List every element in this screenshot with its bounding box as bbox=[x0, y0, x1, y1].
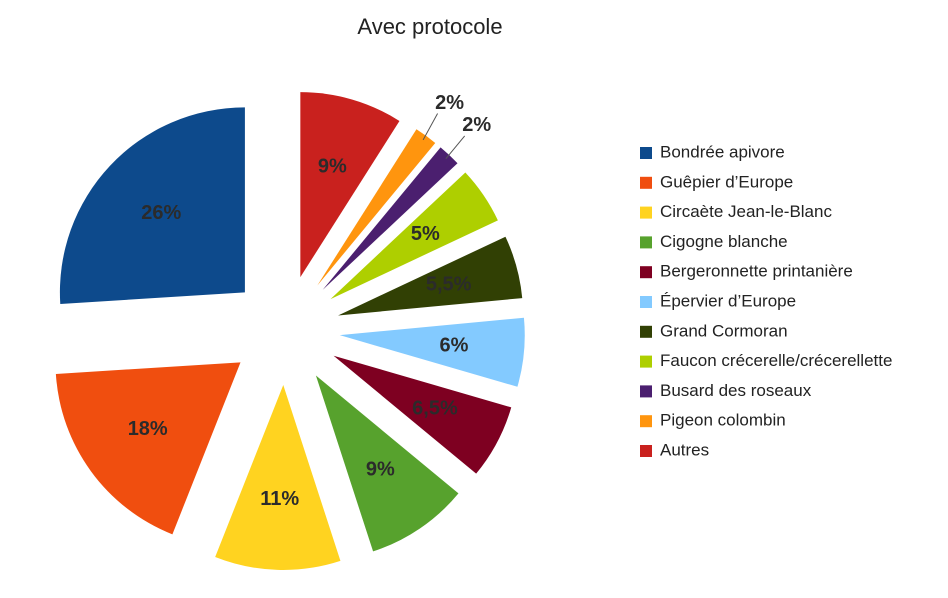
data-label: 11% bbox=[260, 488, 299, 510]
legend-label: Autres bbox=[660, 440, 709, 459]
legend-label: Circaète Jean-le-Blanc bbox=[660, 202, 832, 221]
data-label: 5% bbox=[411, 223, 440, 245]
pie-slice bbox=[317, 129, 436, 286]
pie-slice bbox=[333, 355, 512, 474]
pie-slice bbox=[59, 107, 245, 304]
pie-slice bbox=[300, 92, 400, 278]
data-label: 2% bbox=[462, 114, 491, 136]
legend-label: Cigogne blanche bbox=[660, 232, 788, 251]
legend-swatch bbox=[640, 147, 652, 159]
data-label: 9% bbox=[366, 459, 395, 481]
data-label: 2% bbox=[435, 92, 464, 114]
chart-title: Avec protocole bbox=[357, 14, 502, 39]
legend-label: Guêpier d’Europe bbox=[660, 172, 793, 191]
legend-label: Pigeon colombin bbox=[660, 411, 786, 430]
data-label: 5,5% bbox=[426, 274, 472, 296]
leader-line bbox=[422, 113, 439, 141]
legend-swatch bbox=[640, 325, 652, 338]
data-label: 18% bbox=[128, 418, 168, 440]
legend-label: Grand Cormoran bbox=[660, 321, 788, 340]
legend-swatch bbox=[640, 176, 652, 189]
legend-label: Épervier d’Europe bbox=[660, 291, 796, 310]
data-label: 6,5% bbox=[412, 398, 458, 420]
legend-swatch bbox=[640, 445, 652, 457]
legend-swatch bbox=[640, 415, 652, 428]
data-label: 26% bbox=[141, 202, 181, 224]
pie-slice bbox=[215, 384, 341, 570]
legend-swatch bbox=[640, 296, 652, 308]
pie-slice bbox=[315, 375, 459, 552]
legend-label: Faucon crécerelle/crécerellette bbox=[660, 351, 892, 370]
legend-swatch bbox=[640, 236, 652, 249]
data-label: 6% bbox=[439, 334, 468, 356]
leader-line bbox=[445, 135, 466, 160]
legend-swatch bbox=[640, 266, 652, 279]
legend-label: Busard des roseaux bbox=[660, 381, 812, 400]
data-label: 9% bbox=[318, 155, 347, 177]
pie-slice bbox=[338, 236, 523, 316]
legend-swatch bbox=[640, 355, 652, 368]
pie-slice bbox=[339, 317, 525, 387]
pie-slice bbox=[330, 172, 498, 300]
legend-label: Bergeronnette printanière bbox=[660, 262, 853, 281]
legend-label: Bondrée apivore bbox=[660, 142, 785, 161]
pie-slice bbox=[322, 147, 458, 290]
legend-swatch bbox=[640, 206, 652, 219]
legend-swatch bbox=[640, 385, 652, 398]
pie-slice bbox=[55, 362, 241, 535]
